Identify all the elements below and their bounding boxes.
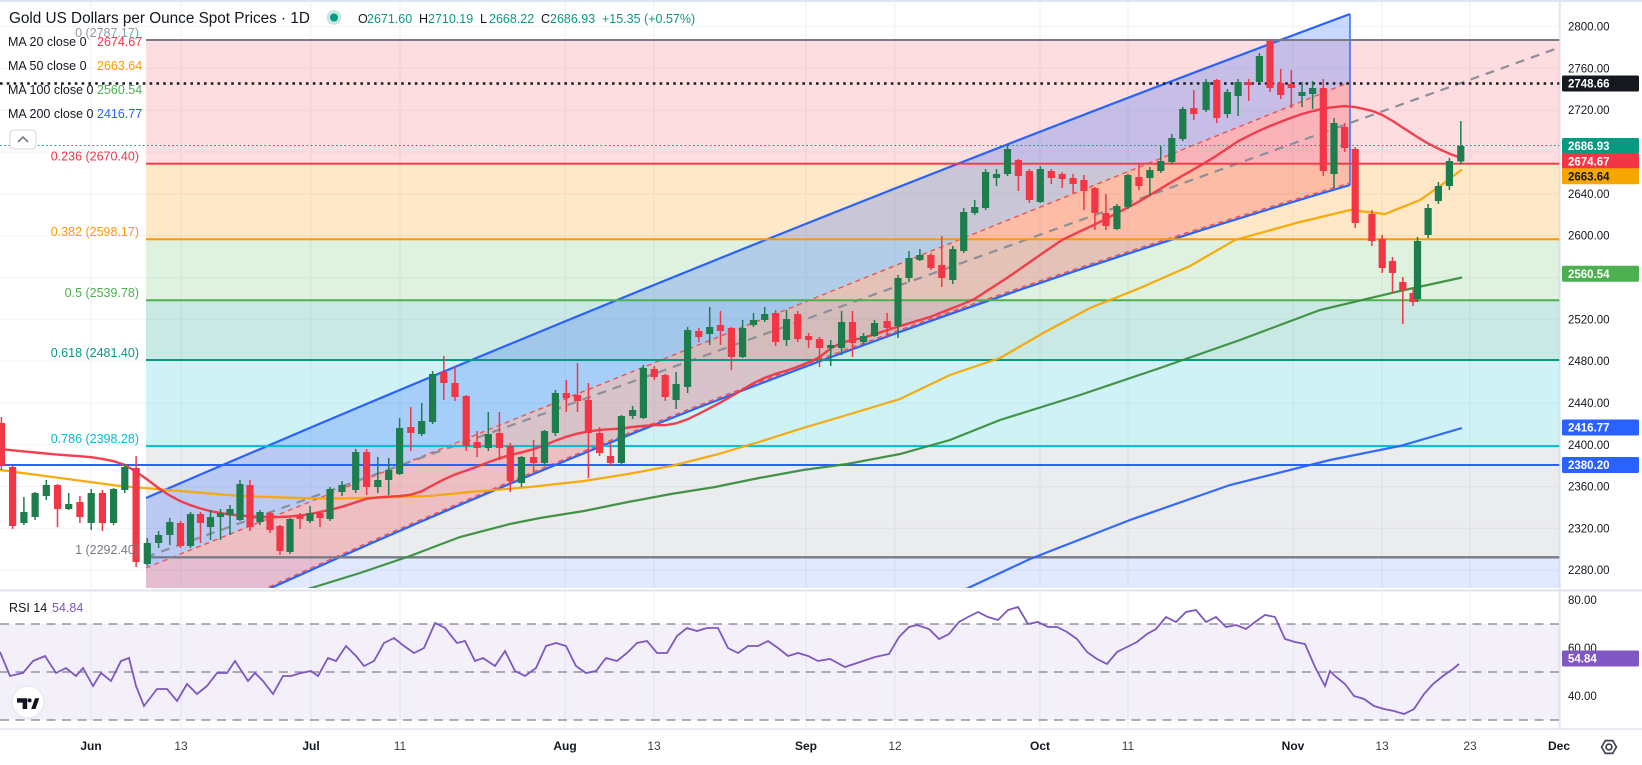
svg-text:2600.00: 2600.00 bbox=[1568, 231, 1610, 243]
svg-text:0.382 (2598.17): 0.382 (2598.17) bbox=[51, 225, 139, 239]
svg-text:0 (2787.17): 0 (2787.17) bbox=[75, 26, 139, 40]
svg-text:L: L bbox=[480, 12, 487, 26]
svg-text:2748.66: 2748.66 bbox=[1568, 79, 1610, 91]
svg-text:2280.00: 2280.00 bbox=[1568, 565, 1610, 577]
svg-text:MA 200 close 0: MA 200 close 0 bbox=[8, 107, 94, 121]
svg-text:O: O bbox=[358, 12, 368, 26]
svg-text:H: H bbox=[419, 12, 428, 26]
svg-text:40.00: 40.00 bbox=[1568, 691, 1597, 703]
svg-text:23: 23 bbox=[1463, 739, 1477, 753]
svg-text:RSI 14: RSI 14 bbox=[9, 601, 47, 615]
svg-text:2671.60: 2671.60 bbox=[367, 12, 412, 26]
svg-text:0.236 (2670.40): 0.236 (2670.40) bbox=[51, 150, 139, 164]
svg-text:2560.54: 2560.54 bbox=[1568, 269, 1610, 281]
svg-text:2720.00: 2720.00 bbox=[1568, 105, 1610, 117]
svg-text:2520.00: 2520.00 bbox=[1568, 314, 1610, 326]
svg-text:2560.54: 2560.54 bbox=[97, 83, 142, 97]
svg-text:54.84: 54.84 bbox=[1568, 654, 1597, 666]
svg-text:0.5 (2539.78): 0.5 (2539.78) bbox=[65, 286, 139, 300]
svg-text:Sep: Sep bbox=[795, 739, 817, 753]
svg-text:11: 11 bbox=[394, 739, 407, 753]
svg-text:2686.93: 2686.93 bbox=[1568, 141, 1610, 153]
svg-text:80.00: 80.00 bbox=[1568, 595, 1597, 607]
svg-text:2800.00: 2800.00 bbox=[1568, 22, 1610, 34]
svg-text:2416.77: 2416.77 bbox=[97, 107, 142, 121]
svg-text:2663.64: 2663.64 bbox=[1568, 172, 1610, 184]
svg-text:11: 11 bbox=[1122, 739, 1135, 753]
svg-text:2710.19: 2710.19 bbox=[428, 12, 473, 26]
svg-text:13: 13 bbox=[1375, 739, 1389, 753]
svg-text:Dec: Dec bbox=[1548, 739, 1570, 753]
svg-text:2320.00: 2320.00 bbox=[1568, 523, 1610, 535]
svg-text:Oct: Oct bbox=[1030, 739, 1050, 753]
svg-text:2674.67: 2674.67 bbox=[97, 35, 142, 49]
svg-text:2416.77: 2416.77 bbox=[1568, 423, 1610, 435]
svg-text:12: 12 bbox=[888, 739, 902, 753]
svg-text:2640.00: 2640.00 bbox=[1568, 189, 1610, 201]
svg-text:C: C bbox=[541, 12, 550, 26]
svg-text:2686.93: 2686.93 bbox=[550, 12, 595, 26]
svg-text:Gold US Dollars per Ounce Spot: Gold US Dollars per Ounce Spot Prices · … bbox=[9, 10, 310, 27]
svg-text:MA 50 close 0: MA 50 close 0 bbox=[8, 59, 87, 73]
svg-text:2380.20: 2380.20 bbox=[1568, 460, 1610, 472]
svg-text:2663.64: 2663.64 bbox=[97, 59, 142, 73]
svg-text:2360.00: 2360.00 bbox=[1568, 482, 1610, 494]
svg-text:13: 13 bbox=[174, 739, 188, 753]
svg-text:2760.00: 2760.00 bbox=[1568, 63, 1610, 75]
svg-text:0.786 (2398.28): 0.786 (2398.28) bbox=[51, 432, 139, 446]
svg-text:13: 13 bbox=[647, 739, 661, 753]
svg-text:MA 100 close 0: MA 100 close 0 bbox=[8, 83, 94, 97]
svg-text:MA 20 close 0: MA 20 close 0 bbox=[8, 35, 87, 49]
svg-text:1 (2292.40): 1 (2292.40) bbox=[75, 543, 139, 557]
svg-text:2480.00: 2480.00 bbox=[1568, 356, 1610, 368]
svg-text:54.84: 54.84 bbox=[52, 601, 83, 615]
svg-text:2400.00: 2400.00 bbox=[1568, 440, 1610, 452]
svg-text:2440.00: 2440.00 bbox=[1568, 398, 1610, 410]
svg-text:0.618 (2481.40): 0.618 (2481.40) bbox=[51, 346, 139, 360]
svg-text:Jul: Jul bbox=[302, 739, 319, 753]
svg-text:Nov: Nov bbox=[1282, 739, 1305, 753]
svg-text:+15.35 (+0.57%): +15.35 (+0.57%) bbox=[602, 12, 695, 26]
svg-text:2668.22: 2668.22 bbox=[489, 12, 534, 26]
svg-text:Jun: Jun bbox=[80, 739, 101, 753]
svg-text:2674.67: 2674.67 bbox=[1568, 156, 1610, 168]
svg-text:Aug: Aug bbox=[553, 739, 576, 753]
